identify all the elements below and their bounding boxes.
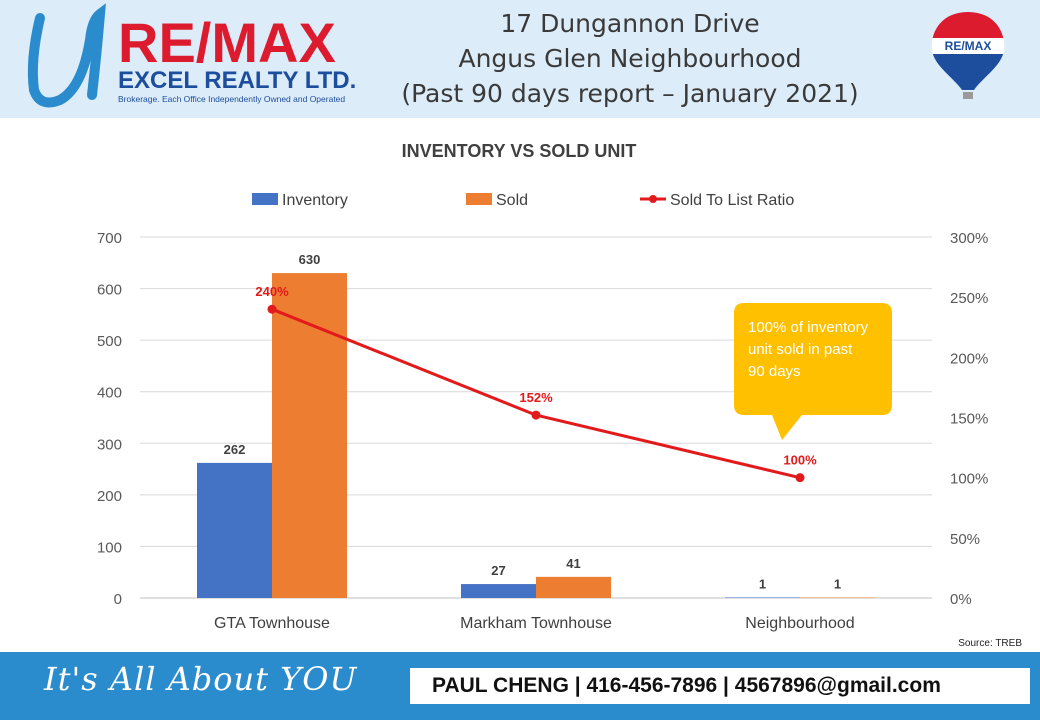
title-line-address: 17 Dungannon Drive: [500, 9, 760, 38]
x-tick-label: GTA Townhouse: [214, 615, 330, 632]
y-left-tick-label: 0: [114, 591, 122, 608]
ratio-value-label: 152%: [519, 390, 553, 405]
y-right-tick-label: 200%: [950, 350, 988, 367]
chart-title: INVENTORY VS SOLD UNIT: [402, 141, 637, 161]
y-right-tick-label: 250%: [950, 290, 988, 307]
title-line-neighbourhood: Angus Glen Neighbourhood: [458, 44, 802, 73]
bar-value-label: 41: [566, 556, 580, 571]
ratio-value-label: 100%: [783, 453, 817, 468]
callout-text: 100% of inventory unit sold in past 90 day…: [748, 319, 869, 380]
brand-tagline: Brokerage. Each Office Independently Own…: [118, 94, 345, 104]
y-left-tick-label: 300: [97, 436, 122, 453]
brand-main: RE/MAX: [118, 11, 336, 74]
contact-box: [410, 668, 1030, 704]
y-right-tick-label: 50%: [950, 531, 980, 548]
header-banner: [0, 0, 1040, 118]
callout-bubble: 100% of inventory unit sold in past 90 day…: [734, 303, 892, 440]
ratio-point: [795, 473, 805, 483]
bar-sold: [800, 597, 875, 598]
balloon-label: RE/MAX: [945, 39, 992, 53]
bar-value-label: 262: [224, 442, 246, 457]
brand-sub: EXCEL REALTY LTD.: [118, 67, 356, 94]
u-brush-icon: [27, 3, 106, 108]
inventory-vs-sold-chart: INVENTORY VS SOLD UNIT 0 100 200 300 400 500 6…: [97, 141, 1022, 649]
y-left-tick-label: 700: [97, 230, 122, 247]
bar-inventory: [461, 584, 536, 598]
title-line-period: (Past 90 days report – January 2021): [401, 79, 859, 108]
legend-label: Sold: [496, 192, 528, 209]
contact-info: PAUL CHENG | 416-456-7896 | 4567896@gmai…: [432, 674, 941, 697]
bar-sold: [536, 576, 611, 598]
y-right-tick-label: 100%: [950, 471, 988, 488]
legend-swatch-inventory: [252, 193, 278, 205]
legend-swatch-point: [649, 195, 657, 203]
y-left-tick-label: 600: [97, 282, 122, 299]
legend-swatch-sold: [466, 193, 492, 205]
x-tick-label: Markham Townhouse: [460, 615, 612, 632]
ratio-point: [531, 410, 541, 420]
bar-inventory: [197, 462, 272, 598]
bar-value-label: 630: [299, 252, 321, 267]
legend-label: Sold To List Ratio: [670, 192, 794, 209]
y-right-tick-label: 300%: [950, 230, 988, 247]
bar-value-label: 1: [759, 576, 766, 591]
remax-logo: RE/MAX EXCEL REALTY LTD. Brokerage. Each…: [27, 3, 356, 108]
legend-label: Inventory: [282, 192, 348, 209]
source-note: Source: TREB: [958, 638, 1022, 649]
footer-slogan: It's All About YOU: [44, 660, 358, 698]
bar-inventory: [725, 597, 800, 598]
y-left-tick-label: 400: [97, 385, 122, 402]
bar-sold: [272, 273, 347, 598]
bar-value-label: 1: [834, 576, 841, 591]
y-right-tick-label: 0%: [950, 591, 972, 608]
y-left-tick-label: 200: [97, 488, 122, 505]
ratio-value-label: 240%: [255, 284, 289, 299]
x-tick-label: Neighbourhood: [745, 615, 854, 632]
y-right-tick-label: 150%: [950, 411, 988, 428]
y-left-tick-label: 500: [97, 333, 122, 350]
y-left-tick-label: 100: [97, 539, 122, 556]
ratio-point: [267, 304, 277, 314]
report-title: 17 Dungannon Drive Angus Glen Neighbourh…: [380, 6, 880, 111]
bar-value-label: 27: [491, 563, 505, 578]
remax-balloon-icon: RE/MAX: [931, 12, 1005, 99]
